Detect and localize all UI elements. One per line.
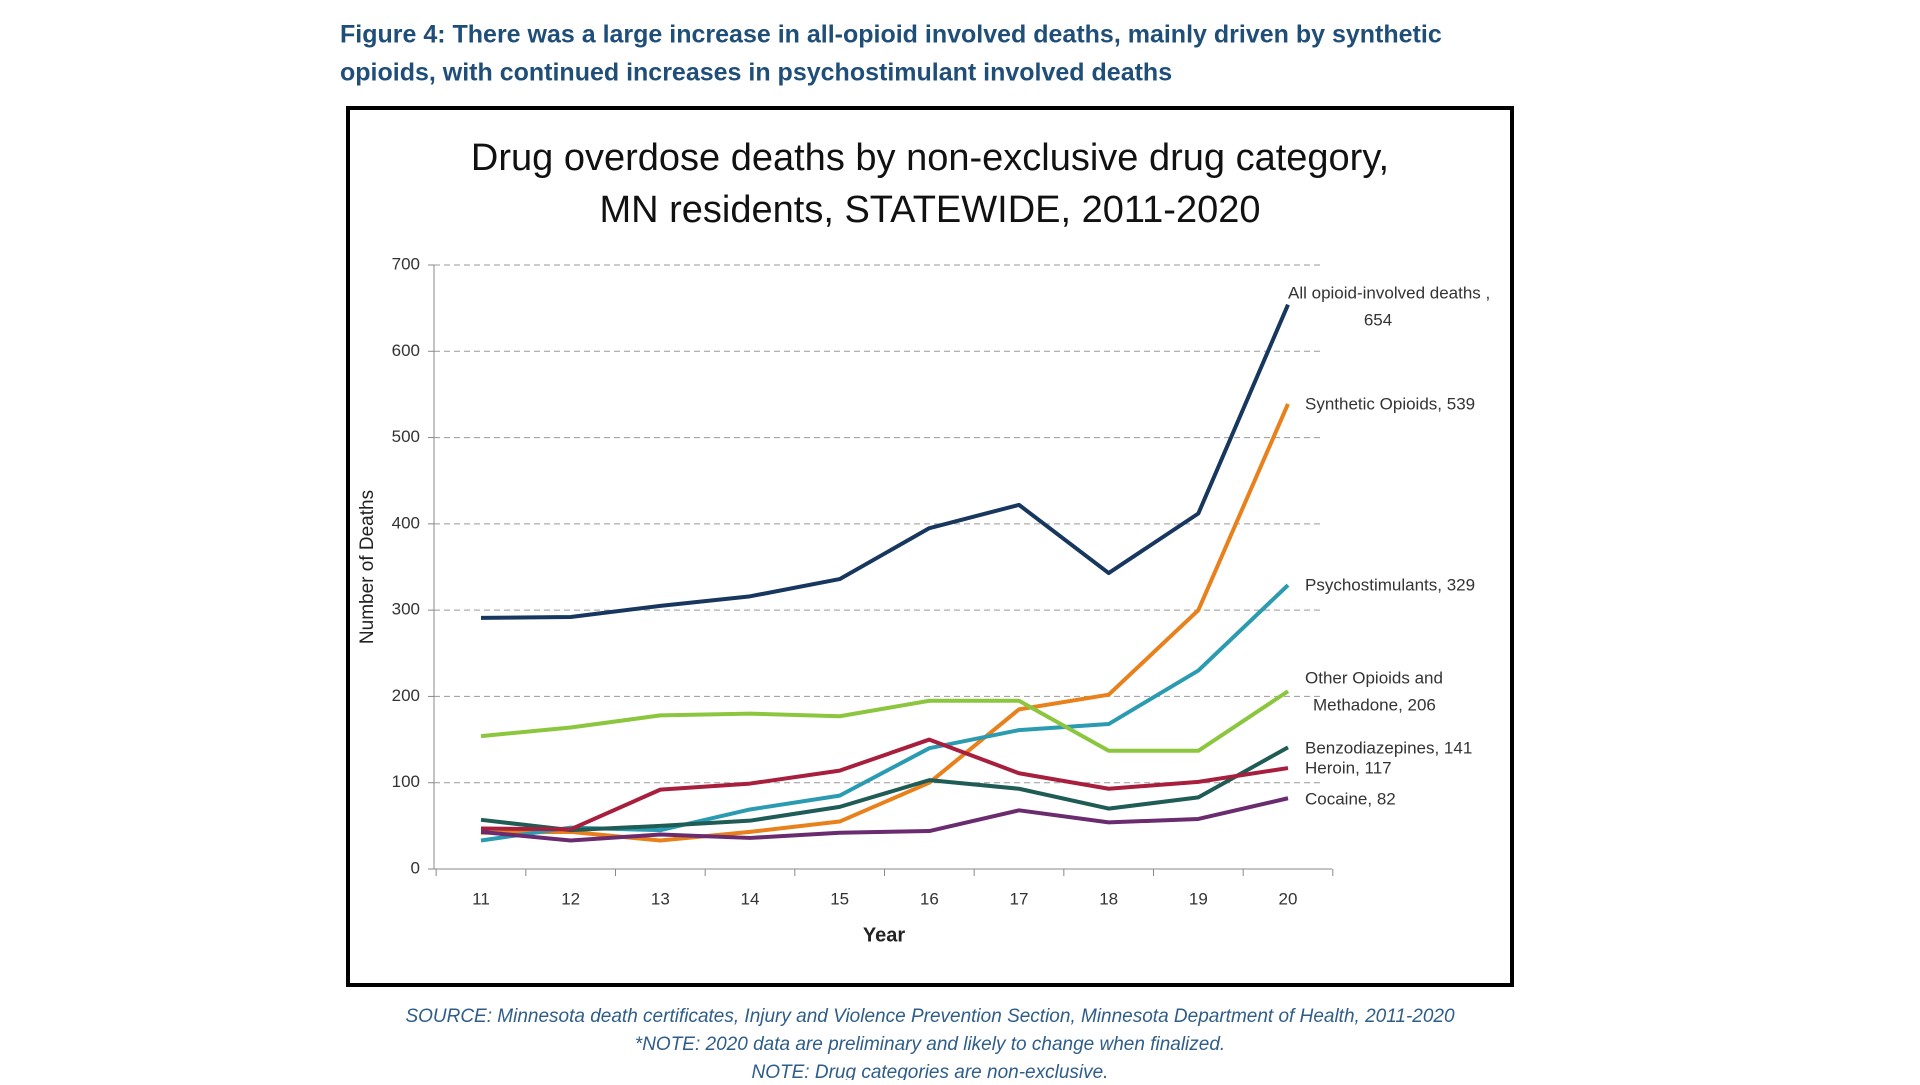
x-tick-label: 12 — [561, 889, 580, 908]
figure-heading: opioids, with continued increases in psy… — [340, 59, 1172, 87]
end-label: Heroin, 117 — [1305, 758, 1392, 777]
y-tick-label: 0 — [411, 858, 420, 877]
source-note: NOTE: Drug categories are non-exclusive. — [752, 1062, 1109, 1080]
x-tick-label: 14 — [741, 889, 760, 908]
source-note: SOURCE: Minnesota death certificates, In… — [405, 1006, 1455, 1027]
x-axis-title: Year — [863, 924, 905, 946]
end-label: All opioid-involved deaths , — [1288, 283, 1490, 302]
y-tick-label: 300 — [392, 600, 420, 619]
y-tick-label: 200 — [392, 686, 420, 705]
end-label: Psychostimulants, 329 — [1305, 575, 1475, 594]
end-label: Benzodiazepines, 141 — [1305, 738, 1472, 757]
x-tick-label: 15 — [830, 889, 849, 908]
chart-frame — [346, 106, 1514, 987]
x-tick-label: 13 — [651, 889, 670, 908]
end-label: 654 — [1364, 310, 1392, 329]
x-tick-label: 17 — [1010, 889, 1029, 908]
y-tick-label: 400 — [392, 513, 420, 532]
end-label: Synthetic Opioids, 539 — [1305, 394, 1475, 413]
figure-heading: Figure 4: There was a large increase in … — [340, 21, 1442, 49]
x-tick-label: 19 — [1189, 889, 1208, 908]
series-line — [480, 796, 1289, 843]
y-tick-label: 600 — [392, 341, 420, 360]
y-tick-label: 500 — [392, 427, 420, 446]
chart-title: MN residents, STATEWIDE, 2011-2020 — [599, 189, 1260, 231]
x-tick-label: 18 — [1099, 889, 1118, 908]
x-tick-label: 11 — [472, 889, 490, 908]
y-axis-title: Number of Deaths — [357, 490, 378, 644]
y-tick-label: 700 — [392, 254, 420, 273]
end-label: Cocaine, 82 — [1305, 789, 1396, 808]
x-tick-label: 20 — [1279, 889, 1298, 908]
y-tick-label: 100 — [392, 772, 420, 791]
end-label: Methadone, 206 — [1313, 695, 1436, 714]
x-tick-label: 16 — [920, 889, 939, 908]
series-line — [480, 403, 1290, 843]
source-note: *NOTE: 2020 data are preliminary and lik… — [635, 1034, 1225, 1055]
series-line — [480, 737, 1289, 832]
series-line — [480, 303, 1290, 620]
end-label: Other Opioids and — [1305, 668, 1443, 687]
series-line — [480, 745, 1289, 833]
series-line — [480, 689, 1290, 753]
chart-title: Drug overdose deaths by non-exclusive dr… — [471, 137, 1389, 179]
